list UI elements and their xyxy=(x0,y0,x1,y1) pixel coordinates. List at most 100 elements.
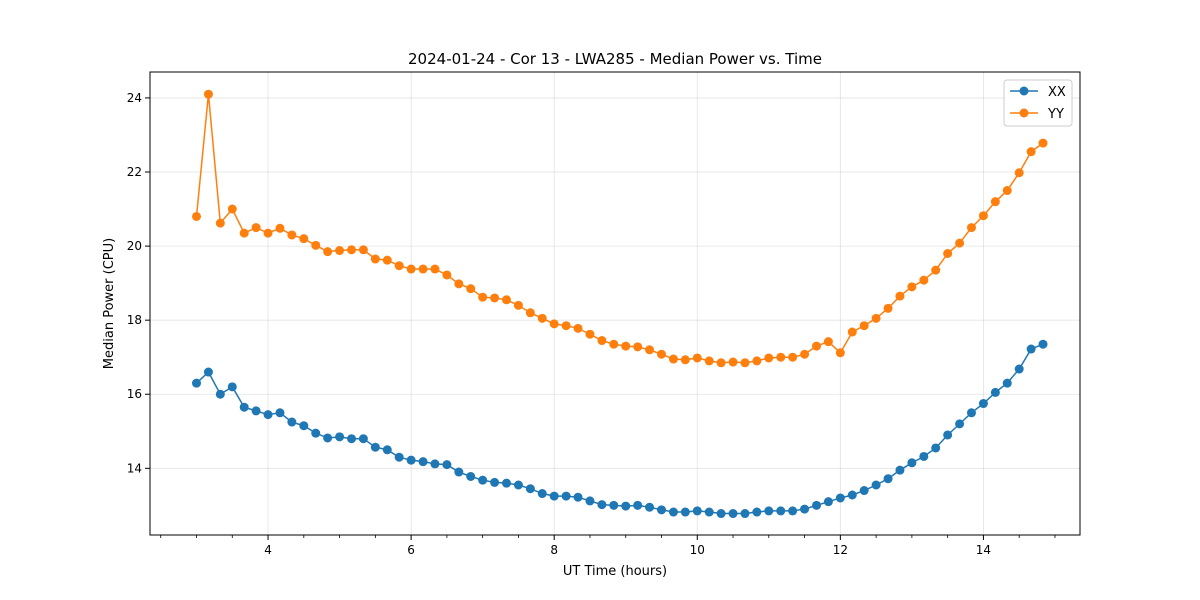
data-point-yy xyxy=(966,223,976,233)
data-point-yy xyxy=(978,211,988,221)
data-point-yy xyxy=(227,204,237,214)
data-point-xx xyxy=(585,496,595,506)
data-point-xx xyxy=(239,402,249,412)
plot-frame xyxy=(149,71,1081,536)
data-point-xx xyxy=(907,458,917,468)
chart-title: 2024-01-24 - Cor 13 - LWA285 - Median Po… xyxy=(408,50,822,68)
data-point-yy xyxy=(1014,168,1024,178)
data-point-yy xyxy=(740,358,750,368)
data-point-yy xyxy=(668,354,678,364)
data-point-xx xyxy=(203,367,213,377)
y-tick-label: 22 xyxy=(127,165,142,179)
data-point-yy xyxy=(633,342,643,352)
legend: XX YY xyxy=(1003,79,1073,127)
data-point-xx xyxy=(525,484,535,494)
data-point-xx xyxy=(430,459,440,469)
data-point-yy xyxy=(1038,138,1048,148)
data-point-yy xyxy=(692,353,702,363)
grid xyxy=(150,72,1080,535)
data-point-yy xyxy=(263,228,273,238)
data-point-xx xyxy=(680,507,690,517)
data-point-xx xyxy=(692,506,702,516)
data-point-yy xyxy=(370,254,380,264)
data-point-xx xyxy=(358,434,368,444)
y-tick-label: 20 xyxy=(127,239,142,253)
series-yy xyxy=(192,89,1048,368)
x-tick-label: 6 xyxy=(407,543,415,557)
data-point-yy xyxy=(990,197,1000,207)
data-point-yy xyxy=(323,247,333,257)
data-point-xx xyxy=(192,378,201,388)
data-point-xx xyxy=(394,452,404,462)
data-point-xx xyxy=(859,486,869,496)
data-point-xx xyxy=(788,506,798,516)
data-point-xx xyxy=(919,451,929,461)
data-point-yy xyxy=(716,358,726,368)
data-point-yy xyxy=(394,261,404,271)
data-point-yy xyxy=(919,275,929,285)
data-point-xx xyxy=(561,491,571,501)
data-point-yy xyxy=(358,245,368,255)
data-point-xx xyxy=(478,475,488,485)
data-point-yy xyxy=(943,248,953,258)
data-point-xx xyxy=(621,501,631,511)
data-point-yy xyxy=(645,345,655,355)
data-point-xx xyxy=(501,478,511,488)
series-layer xyxy=(192,89,1048,519)
data-point-xx xyxy=(418,457,428,467)
data-point-xx xyxy=(1002,378,1012,388)
data-point-yy xyxy=(800,349,810,359)
x-tick-label: 4 xyxy=(264,543,272,557)
legend-marker-xx xyxy=(1019,86,1029,96)
data-point-xx xyxy=(1026,344,1036,354)
data-point-yy xyxy=(1026,147,1036,157)
data-point-yy xyxy=(1002,186,1012,196)
y-tick-label: 18 xyxy=(127,313,142,327)
data-point-yy xyxy=(931,265,941,275)
data-point-yy xyxy=(609,339,619,349)
data-point-xx xyxy=(406,455,416,465)
data-point-yy xyxy=(776,352,786,362)
data-point-xx xyxy=(823,497,833,507)
data-point-yy xyxy=(847,327,857,337)
data-point-xx xyxy=(287,417,297,427)
data-point-yy xyxy=(490,293,500,303)
data-point-yy xyxy=(251,223,261,233)
data-point-xx xyxy=(966,408,976,418)
data-point-xx xyxy=(597,500,607,510)
data-point-yy xyxy=(347,245,357,255)
x-tick-label: 8 xyxy=(550,543,558,557)
data-point-xx xyxy=(215,389,225,399)
data-point-xx xyxy=(871,480,881,490)
data-point-xx xyxy=(776,506,786,516)
data-point-xx xyxy=(549,491,559,501)
data-point-yy xyxy=(239,228,249,238)
data-point-yy xyxy=(287,230,297,240)
data-point-xx xyxy=(847,490,857,500)
data-point-yy xyxy=(275,223,285,233)
data-point-xx xyxy=(227,382,237,392)
data-point-xx xyxy=(978,399,988,409)
data-point-yy xyxy=(621,341,631,351)
data-point-xx xyxy=(251,406,261,416)
data-point-yy xyxy=(752,356,762,366)
data-point-yy xyxy=(442,270,452,280)
data-point-yy xyxy=(859,321,869,331)
data-point-yy xyxy=(418,264,428,274)
data-point-yy xyxy=(883,303,893,313)
data-point-xx xyxy=(382,445,392,455)
x-tick-label: 12 xyxy=(833,543,848,557)
data-point-xx xyxy=(347,434,357,444)
data-point-xx xyxy=(263,410,273,420)
data-point-yy xyxy=(764,353,774,363)
data-point-xx xyxy=(442,460,452,470)
data-point-yy xyxy=(513,300,523,310)
y-tick-label: 16 xyxy=(127,387,142,401)
data-point-yy xyxy=(657,349,666,359)
data-point-yy xyxy=(680,355,690,365)
data-point-xx xyxy=(275,408,285,418)
data-point-xx xyxy=(657,505,666,515)
data-point-yy xyxy=(573,323,583,333)
data-point-yy xyxy=(788,352,798,362)
